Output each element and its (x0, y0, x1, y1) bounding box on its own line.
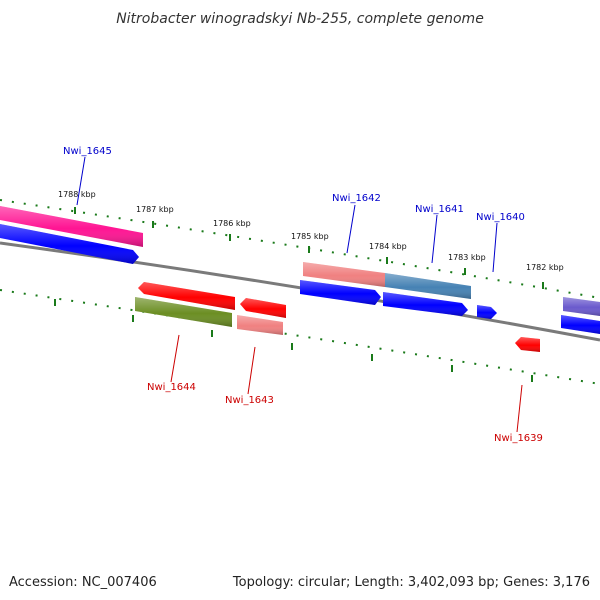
leader-line (516, 384, 523, 433)
gene-arrow-shade (515, 337, 540, 352)
feature-shade (135, 297, 232, 327)
kbp-labels: 1788 kbp 1787 kbp 1786 kbp 1785 kbp 1784… (58, 190, 564, 272)
kbp-label-1787: 1787 kbp (136, 205, 174, 214)
gene-label-nwi-1644[interactable]: Nwi_1644 (147, 382, 196, 393)
gene-label-nwi-1642[interactable]: Nwi_1642 (332, 193, 381, 204)
gene-label-nwi-1641[interactable]: Nwi_1641 (415, 204, 464, 215)
feature-shade (385, 273, 471, 299)
gene-arrow-shade (240, 298, 286, 318)
gene-arrow-shade (0, 224, 139, 264)
accession-text: Accession: NC_007406 (9, 575, 157, 590)
kbp-label-1782: 1782 kbp (526, 263, 564, 272)
kbp-label-1788: 1788 kbp (58, 190, 96, 199)
map-title: Nitrobacter winogradskyi Nb-255, complet… (116, 11, 484, 27)
feature-shade (237, 315, 283, 335)
outer-ruler (0, 199, 600, 299)
plus-strand-features (0, 206, 600, 334)
kbp-label-1785: 1785 kbp (291, 232, 329, 241)
gene-arrow-shade (383, 292, 468, 316)
outer-major-ticks (74, 207, 544, 289)
gene-label-nwi-1643[interactable]: Nwi_1643 (225, 395, 274, 406)
leader-line (346, 204, 356, 254)
inner-ruler-dots (0, 289, 600, 385)
label-leaders (76, 156, 523, 433)
feature-shade (563, 297, 600, 316)
gene-arrow-shade (300, 280, 381, 305)
gene-label-nwi-1639[interactable]: Nwi_1639 (494, 433, 543, 444)
topology-text: Topology: circular; Length: 3,402,093 bp… (232, 575, 590, 590)
kbp-label-1783: 1783 kbp (448, 253, 486, 262)
feature-shade (0, 206, 143, 247)
feature-shade (303, 262, 385, 287)
minus-strand-features (135, 282, 540, 352)
leader-line (492, 222, 498, 273)
gene-arrow-shade (138, 282, 235, 310)
kbp-label-1784: 1784 kbp (369, 242, 407, 251)
gene-label-nwi-1645[interactable]: Nwi_1645 (63, 146, 112, 157)
inner-major-ticks (54, 299, 533, 382)
leader-line (170, 334, 180, 383)
kbp-label-1786: 1786 kbp (213, 219, 251, 228)
gene-label-nwi-1640[interactable]: Nwi_1640 (476, 212, 525, 223)
gene-labels: Nwi_1645 Nwi_1642 Nwi_1641 Nwi_1640 Nwi_… (63, 146, 543, 444)
outer-ruler-dots (0, 199, 600, 299)
gene-arrow-shade (561, 315, 600, 334)
gene-arrow-shade (477, 305, 497, 319)
inner-ruler (0, 289, 600, 385)
leader-line (76, 156, 86, 206)
leader-line (431, 214, 438, 264)
leader-line (247, 346, 256, 395)
